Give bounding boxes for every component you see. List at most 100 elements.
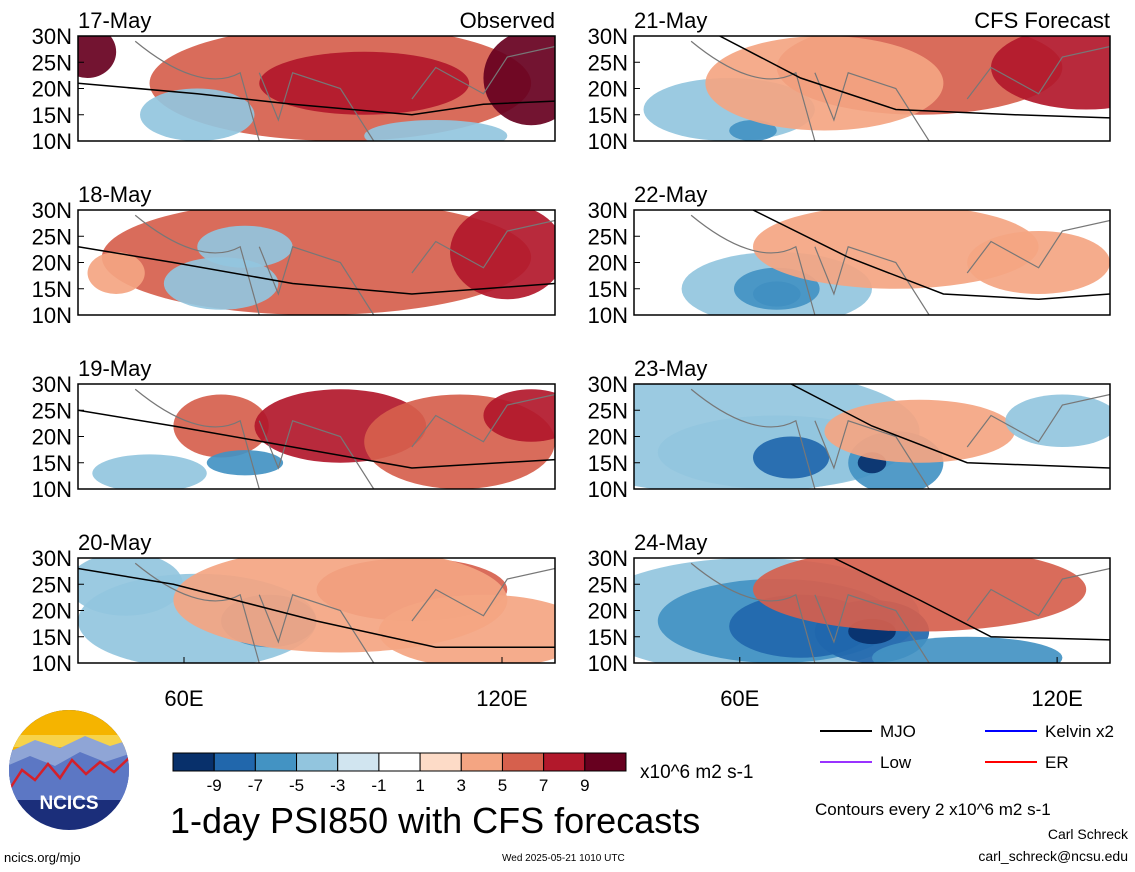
- mjo-contour: [833, 558, 1110, 641]
- lat-tick-label: 15N: [32, 103, 72, 128]
- coastline: [814, 419, 930, 489]
- lat-tick-label: 30N: [588, 24, 628, 49]
- lat-tick-label: 25N: [588, 398, 628, 423]
- field-anomaly: [753, 558, 1087, 632]
- lat-tick-label: 10N: [588, 477, 628, 502]
- panel-date: 17-May: [78, 8, 151, 33]
- lat-tick-label: 10N: [32, 477, 72, 502]
- colorbar-level-label: 3: [457, 776, 466, 795]
- panel-date: 19-May: [78, 356, 151, 381]
- panel-date: 22-May: [634, 182, 707, 207]
- mjo-contour: [752, 210, 1110, 301]
- colorbar-level-label: 7: [539, 776, 548, 795]
- lat-tick-label: 30N: [588, 198, 628, 223]
- lat-tick-label: 10N: [32, 129, 72, 154]
- lat-tick-label: 15N: [588, 625, 628, 650]
- lat-tick-label: 10N: [32, 303, 72, 328]
- observed-label: Observed: [460, 8, 555, 33]
- field-anomaly: [753, 436, 830, 479]
- lat-tick-label: 20N: [588, 599, 628, 624]
- source-url: ncics.org/mjo: [4, 850, 81, 865]
- field-anomaly: [733, 267, 820, 310]
- lat-tick-label: 15N: [32, 277, 72, 302]
- field-anomaly: [78, 36, 117, 78]
- lat-tick-label: 30N: [32, 546, 72, 571]
- legend-label: MJO: [880, 722, 916, 741]
- colorbar-swatch: [419, 752, 462, 772]
- lat-tick-label: 25N: [588, 224, 628, 249]
- lat-tick-label: 10N: [588, 129, 628, 154]
- lat-tick-label: 20N: [32, 77, 72, 102]
- coastline: [258, 245, 375, 315]
- coastline: [690, 214, 816, 315]
- coastline: [411, 219, 555, 274]
- coastline: [258, 419, 375, 489]
- coastline: [814, 71, 930, 141]
- panel-date: 24-May: [634, 530, 707, 555]
- colorbar-swatch: [337, 752, 380, 772]
- legend-label: Kelvin x2: [1045, 722, 1114, 741]
- lat-tick-label: 20N: [32, 425, 72, 450]
- colorbar-swatch: [172, 752, 215, 772]
- field-anomaly: [483, 36, 555, 126]
- lat-tick-label: 15N: [588, 451, 628, 476]
- colorbar-swatch: [460, 752, 503, 772]
- field-anomaly: [729, 120, 777, 141]
- email: carl_schreck@ncsu.edu: [978, 848, 1128, 864]
- field-anomaly: [163, 257, 279, 310]
- coastline: [814, 593, 930, 663]
- lat-tick-label: 30N: [32, 24, 72, 49]
- panel-date: 18-May: [78, 182, 151, 207]
- colorbar-swatch: [584, 752, 627, 772]
- mjo-contour: [78, 82, 555, 116]
- panel-date: 21-May: [634, 8, 707, 33]
- lat-tick-label: 30N: [32, 198, 72, 223]
- timestamp: Wed 2025-05-21 1010 UTC: [502, 853, 625, 864]
- mjo-contour: [78, 409, 555, 469]
- coastline: [134, 388, 260, 489]
- logo-text: NCICS: [39, 793, 98, 814]
- field-anomaly: [87, 252, 145, 294]
- panel-date: 23-May: [634, 356, 707, 381]
- lat-tick-label: 25N: [32, 50, 72, 75]
- mjo-contour: [719, 36, 1110, 119]
- field-anomaly: [173, 394, 269, 458]
- lat-tick-label: 20N: [32, 599, 72, 624]
- coastline: [966, 45, 1110, 100]
- field-anomaly: [173, 558, 508, 653]
- chart-title: 1-day PSI850 with CFS forecasts: [170, 800, 701, 841]
- coastline: [690, 562, 816, 663]
- colorbar-swatch: [213, 752, 256, 772]
- coastline: [134, 40, 260, 141]
- field-anomaly: [991, 36, 1110, 110]
- lon-tick-label: 60E: [164, 686, 203, 711]
- lat-tick-label: 25N: [32, 224, 72, 249]
- contour-note: Contours every 2 x10^6 m2 s-1: [815, 800, 1051, 819]
- field-anomaly: [206, 450, 284, 476]
- field-anomaly: [483, 389, 555, 442]
- coastline: [966, 567, 1110, 622]
- coastline: [258, 71, 375, 141]
- lat-tick-label: 30N: [588, 546, 628, 571]
- colorbar-level-label: -3: [330, 776, 345, 795]
- colorbar-swatch: [296, 752, 339, 772]
- colorbar-level-label: 5: [498, 776, 507, 795]
- field-anomaly: [364, 120, 508, 141]
- mjo-contour: [78, 246, 555, 295]
- field-anomaly: [92, 454, 207, 489]
- field-anomaly: [872, 636, 1063, 663]
- colorbar-swatch: [378, 752, 421, 772]
- coastline: [966, 393, 1110, 448]
- field-anomaly: [259, 51, 470, 115]
- legend: MJO Kelvin x2 Low ER: [820, 722, 1114, 772]
- colorbar-level-label: -9: [207, 776, 222, 795]
- colorbar-swatch: [543, 752, 586, 772]
- author: Carl Schreck: [1047, 826, 1128, 842]
- coastline: [134, 214, 260, 315]
